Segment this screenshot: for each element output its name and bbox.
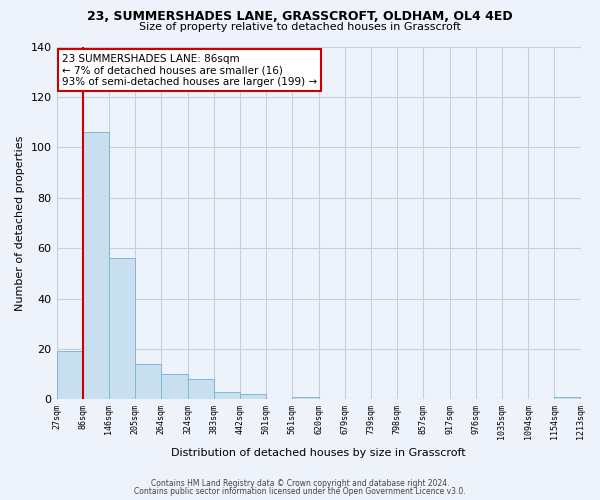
Bar — [240, 394, 266, 400]
Bar — [56, 352, 83, 400]
Text: 23 SUMMERSHADES LANE: 86sqm
← 7% of detached houses are smaller (16)
93% of semi: 23 SUMMERSHADES LANE: 86sqm ← 7% of deta… — [62, 54, 317, 87]
Y-axis label: Number of detached properties: Number of detached properties — [15, 135, 25, 310]
Text: Contains HM Land Registry data © Crown copyright and database right 2024.: Contains HM Land Registry data © Crown c… — [151, 478, 449, 488]
Text: Contains public sector information licensed under the Open Government Licence v3: Contains public sector information licen… — [134, 487, 466, 496]
Bar — [188, 379, 214, 400]
Bar — [554, 397, 580, 400]
Bar — [83, 132, 109, 400]
Bar — [135, 364, 161, 400]
Bar — [161, 374, 188, 400]
Text: Size of property relative to detached houses in Grasscroft: Size of property relative to detached ho… — [139, 22, 461, 32]
Bar — [292, 397, 319, 400]
Bar — [109, 258, 135, 400]
Bar — [214, 392, 240, 400]
Text: 23, SUMMERSHADES LANE, GRASSCROFT, OLDHAM, OL4 4ED: 23, SUMMERSHADES LANE, GRASSCROFT, OLDHA… — [87, 10, 513, 23]
X-axis label: Distribution of detached houses by size in Grasscroft: Distribution of detached houses by size … — [171, 448, 466, 458]
